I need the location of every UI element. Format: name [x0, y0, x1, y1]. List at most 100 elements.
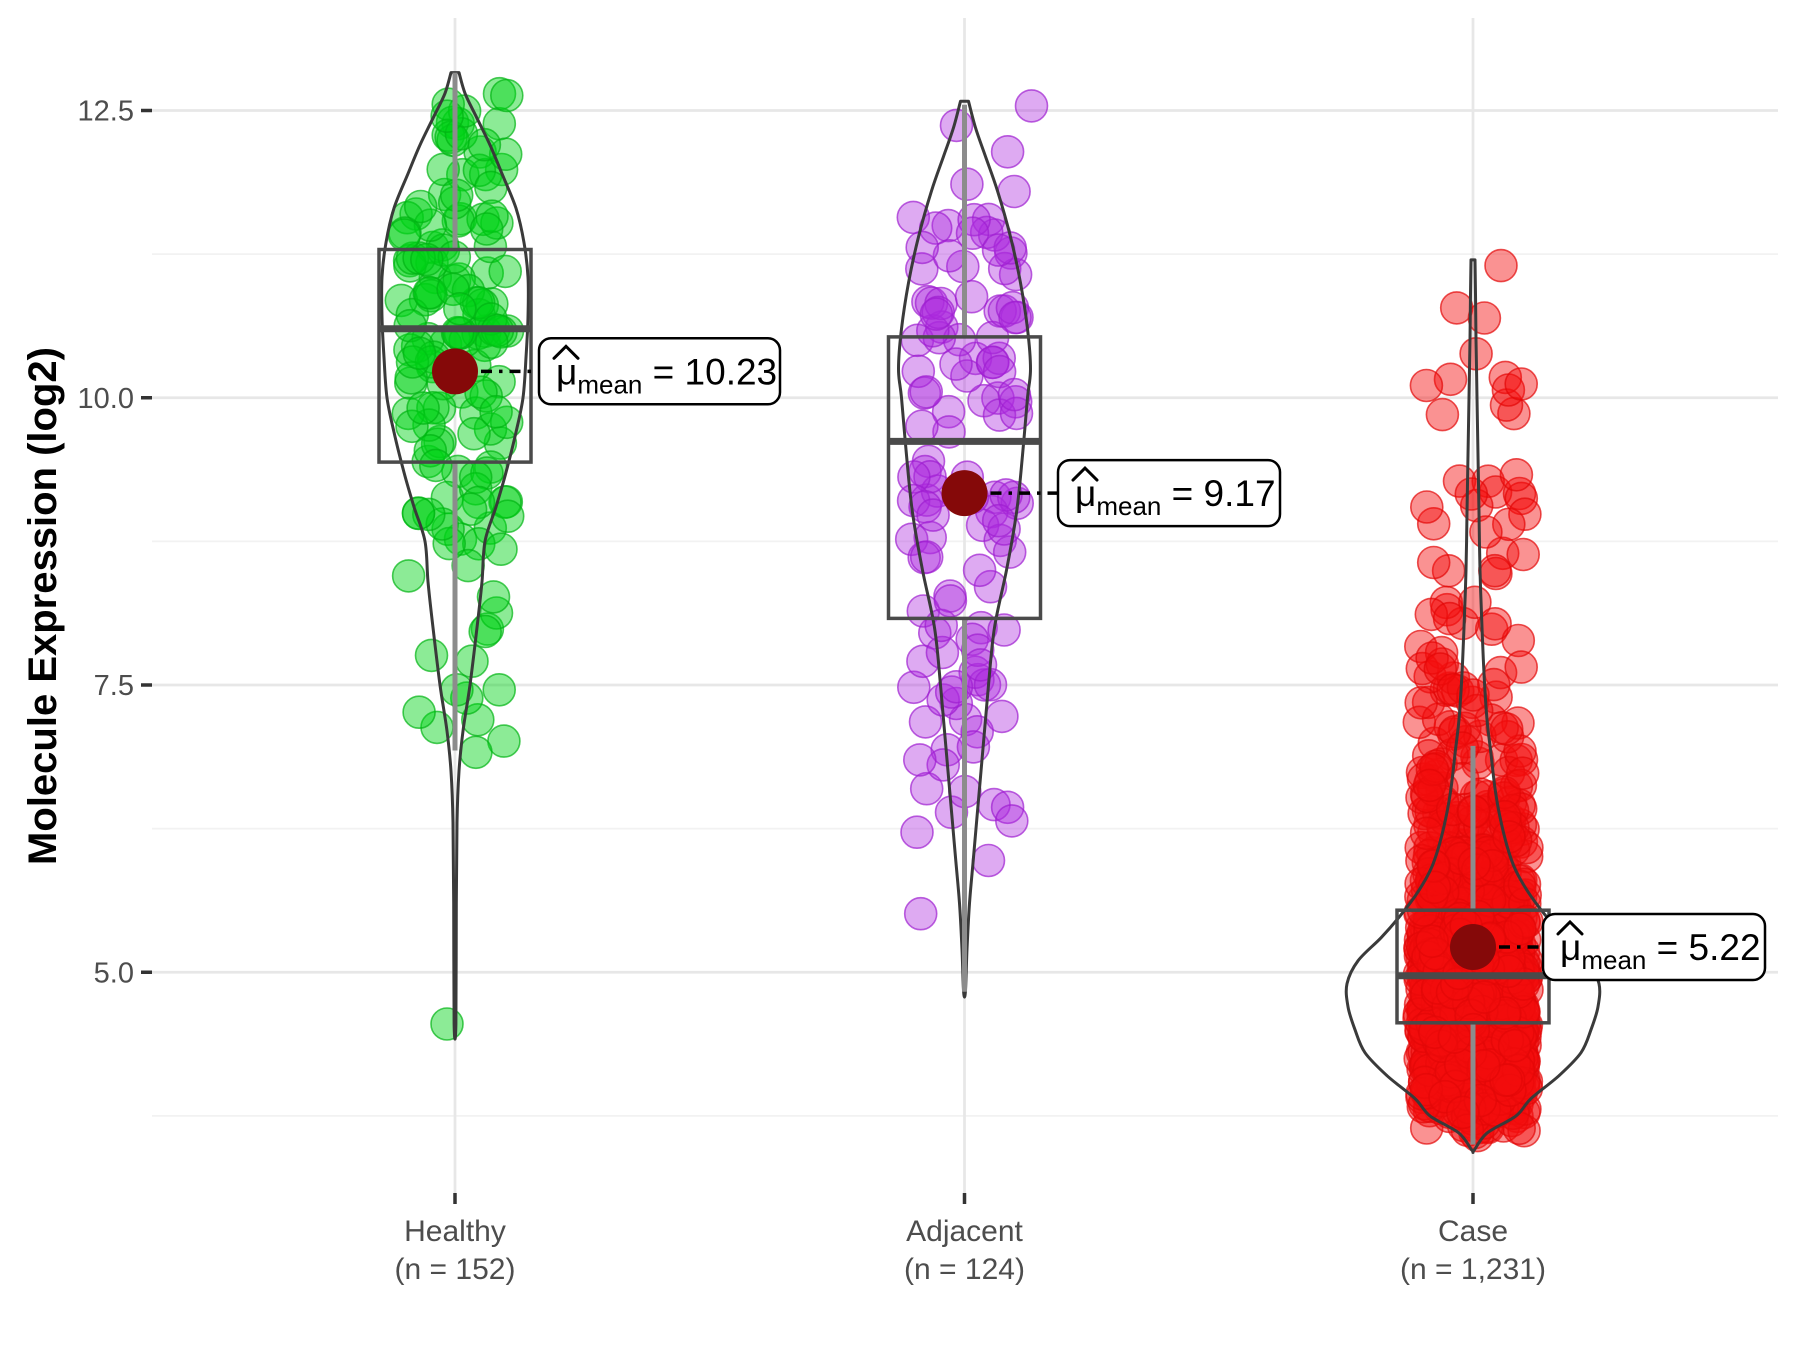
- data-point: [1499, 457, 1534, 492]
- data-point: [1501, 623, 1536, 658]
- data-point: [1504, 650, 1538, 684]
- data-point: [1437, 1020, 1472, 1054]
- data-point: [1469, 515, 1503, 549]
- data-point: [1492, 507, 1526, 542]
- data-point: [459, 735, 493, 770]
- data-point: [487, 724, 521, 758]
- x-tick-label-case-line1: Case: [1438, 1215, 1508, 1248]
- data-point: [469, 212, 504, 246]
- data-point: [987, 251, 1022, 286]
- mean-annotation-healthy: μmean = 10.23: [432, 337, 782, 406]
- data-point: [479, 394, 513, 429]
- data-point: [997, 174, 1031, 209]
- data-point: [1432, 601, 1467, 636]
- data-point: [1503, 912, 1537, 946]
- data-point: [915, 313, 950, 348]
- data-point: [1404, 685, 1438, 720]
- data-point: [909, 375, 944, 409]
- data-point: [415, 246, 449, 280]
- data-point: [1405, 651, 1440, 686]
- data-point: [1423, 652, 1458, 686]
- data-point: [933, 584, 968, 618]
- data-point: [402, 336, 437, 371]
- data-point: [990, 135, 1025, 169]
- data-point: [1456, 678, 1490, 712]
- data-point: [1508, 497, 1542, 532]
- data-point: [1497, 1028, 1532, 1063]
- data-point: [414, 638, 449, 673]
- data-point: [1444, 841, 1478, 876]
- x-tick-label-adjacent-line2: (n = 124): [904, 1253, 1025, 1286]
- data-point: [401, 496, 436, 531]
- data-point: [402, 695, 436, 730]
- data-point: [470, 612, 505, 646]
- data-point: [925, 635, 960, 670]
- y-axis-title: Molecule Expression (log2): [21, 347, 65, 865]
- data-point: [453, 492, 488, 527]
- data-point: [395, 409, 429, 444]
- data-point: [994, 804, 1029, 838]
- data-point: [931, 394, 966, 429]
- mean-annotation-case: μmean = 5.22: [1450, 912, 1767, 982]
- mean-annotation-adjacent: μmean = 9.17: [941, 458, 1282, 528]
- data-point: [985, 699, 1019, 734]
- data-point: [934, 675, 969, 709]
- data-point: [391, 559, 426, 593]
- mu-hat-icon: [552, 344, 580, 360]
- data-point: [960, 633, 995, 668]
- data-point: [1416, 506, 1451, 541]
- x-tick-label-healthy-line1: Healthy: [404, 1215, 506, 1248]
- data-point: [409, 242, 444, 277]
- data-point: [413, 208, 448, 242]
- group-adjacent: [886, 89, 1049, 999]
- data-point: [476, 580, 511, 614]
- data-point: [480, 206, 514, 240]
- mean-label-text-case: μmean = 5.22: [1560, 927, 1761, 975]
- violin-outline-healthy: [380, 71, 530, 1041]
- boxplot-box-healthy: [377, 247, 533, 464]
- data-point: [954, 279, 989, 314]
- x-tick-label-healthy-line2: (n = 152): [395, 1253, 516, 1286]
- data-point: [1444, 1048, 1478, 1082]
- mean-label-text-adjacent: μmean = 9.17: [1075, 473, 1276, 521]
- mean-label-box-healthy: [537, 337, 782, 406]
- data-point-outlier: [1014, 89, 1049, 123]
- data-point: [969, 215, 1004, 250]
- data-point: [457, 416, 491, 451]
- data-point: [1475, 848, 1510, 883]
- data-point: [488, 254, 523, 289]
- data-point: [462, 153, 497, 188]
- data-point: [484, 532, 518, 567]
- mean-annotations: μmean = 10.23 μmean = 9.17 μmean = 5.22: [432, 337, 1767, 982]
- data-point: [488, 485, 522, 519]
- data-point: [395, 345, 430, 379]
- data-point: [1506, 537, 1540, 572]
- mu-hat-icon: [1071, 465, 1099, 482]
- data-point: [1503, 768, 1538, 803]
- data-point: [989, 478, 1023, 512]
- data-point: [458, 471, 493, 506]
- data-point: [430, 99, 464, 133]
- data-point: [897, 460, 931, 494]
- data-point: [896, 670, 931, 705]
- data-point: [482, 672, 517, 707]
- data-point: [489, 405, 524, 440]
- data-point: [1503, 734, 1537, 768]
- data-point: [1417, 870, 1452, 905]
- mean-point-case: [1450, 923, 1496, 970]
- data-point-outlier: [1484, 248, 1518, 283]
- data-point: [939, 347, 973, 381]
- x-tick-label-adjacent-line1: Adjacent: [906, 1215, 1023, 1248]
- data-point-outlier: [430, 1007, 464, 1041]
- mean-label-box-case: [1541, 912, 1767, 982]
- mean-label-box-adjacent: [1056, 458, 1282, 528]
- data-point: [1409, 1072, 1444, 1107]
- data-point: [442, 262, 477, 296]
- data-point: [939, 669, 974, 704]
- data-point: [998, 300, 1032, 335]
- data-point: [901, 354, 936, 389]
- mean-point-healthy: [432, 348, 478, 395]
- boxplot-box-adjacent: [886, 335, 1043, 621]
- data-point: [976, 345, 1010, 380]
